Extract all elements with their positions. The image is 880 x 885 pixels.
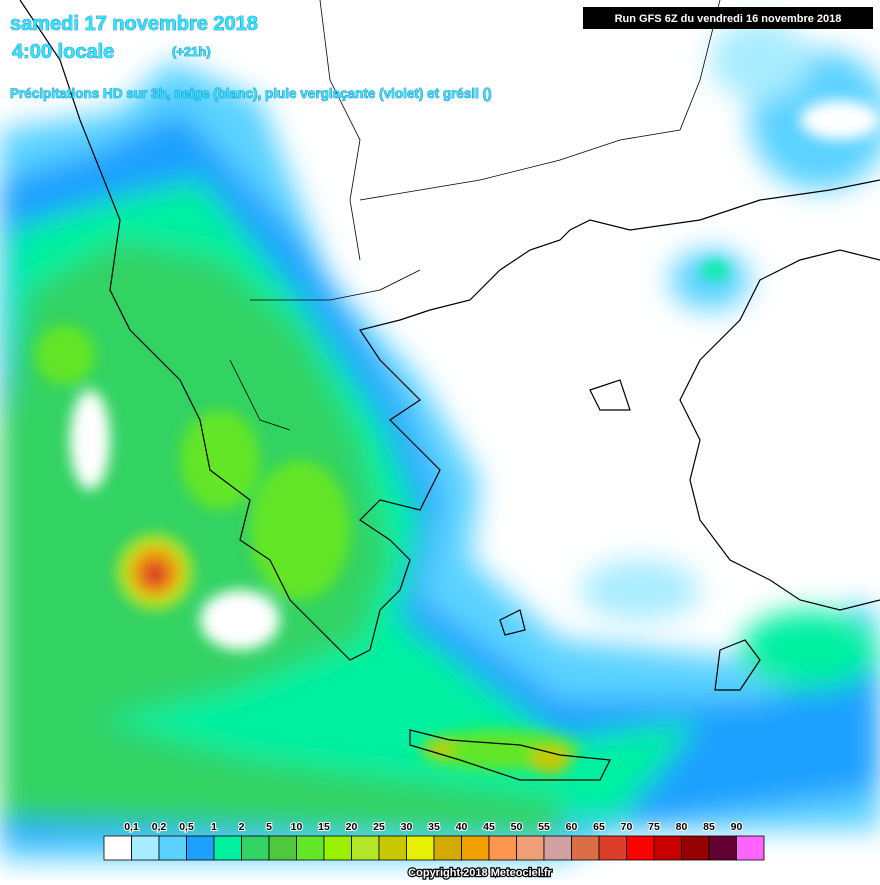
legend-label: 2 xyxy=(239,821,245,833)
legend-label: 30 xyxy=(401,821,413,833)
legend-label: 55 xyxy=(538,821,550,833)
legend-swatch xyxy=(571,835,600,861)
legend-swatch xyxy=(268,835,297,861)
legend-label: 40 xyxy=(456,821,468,833)
title: samedi 17 novembre 2018 xyxy=(10,13,258,35)
legend-swatch xyxy=(323,835,352,861)
legend-swatch xyxy=(653,835,682,861)
legend-label: 35 xyxy=(428,821,440,833)
legend-label: 0,1 xyxy=(124,821,139,833)
legend-swatch xyxy=(131,835,160,861)
run-banner xyxy=(583,7,873,29)
legend-label: 45 xyxy=(483,821,495,833)
legend-swatch xyxy=(213,835,242,861)
forecast-offset: (+21h) xyxy=(172,44,211,59)
legend-swatch xyxy=(433,835,462,861)
legend-swatch xyxy=(461,835,490,861)
legend-swatch xyxy=(186,835,215,861)
legend-swatch xyxy=(543,835,572,861)
legend-label: 50 xyxy=(511,821,523,833)
legend-label: 20 xyxy=(346,821,358,833)
coastlines xyxy=(19,0,880,781)
legend-swatch xyxy=(736,835,765,861)
legend-swatch xyxy=(598,835,627,861)
copyright: Copyright 2018 Meteociel.fr xyxy=(408,867,552,879)
legend-swatch xyxy=(241,835,270,861)
legend-swatch xyxy=(296,835,325,861)
legend-label: 10 xyxy=(291,821,303,833)
legend-swatch xyxy=(406,835,435,861)
legend-swatch xyxy=(351,835,380,861)
legend-label: 15 xyxy=(318,821,330,833)
subtitle: Précipitations HD sur 3h, neige (blanc),… xyxy=(10,86,492,101)
legend-label: 70 xyxy=(621,821,633,833)
legend-label: 80 xyxy=(676,821,688,833)
local-time: 4:00 locale xyxy=(12,41,114,63)
legend-swatch xyxy=(103,835,132,861)
legend-swatch xyxy=(488,835,517,861)
legend-label: 0,5 xyxy=(179,821,194,833)
legend-label: 75 xyxy=(648,821,660,833)
legend: 0,1 0,2 0,5 1 2 5 10 15 20 25 30 35 40 45 50 55 60 65 70 75… xyxy=(103,820,765,861)
legend-label: 1 xyxy=(211,821,217,833)
legend-swatch xyxy=(516,835,545,861)
legend-label: 25 xyxy=(373,821,385,833)
legend-swatch xyxy=(708,835,737,861)
legend-swatch xyxy=(626,835,655,861)
legend-label: 85 xyxy=(703,821,715,833)
legend-swatch xyxy=(158,835,187,861)
legend-label: 90 xyxy=(731,821,743,833)
legend-label: 65 xyxy=(593,821,605,833)
legend-label: 60 xyxy=(566,821,578,833)
legend-swatch xyxy=(681,835,710,861)
precipitation-field xyxy=(0,20,880,860)
run-label: Run GFS 6Z du vendredi 16 novembre 2018 xyxy=(615,13,842,25)
legend-swatch xyxy=(378,835,407,861)
legend-label: 5 xyxy=(266,821,272,833)
legend-label: 0,2 xyxy=(152,821,167,833)
